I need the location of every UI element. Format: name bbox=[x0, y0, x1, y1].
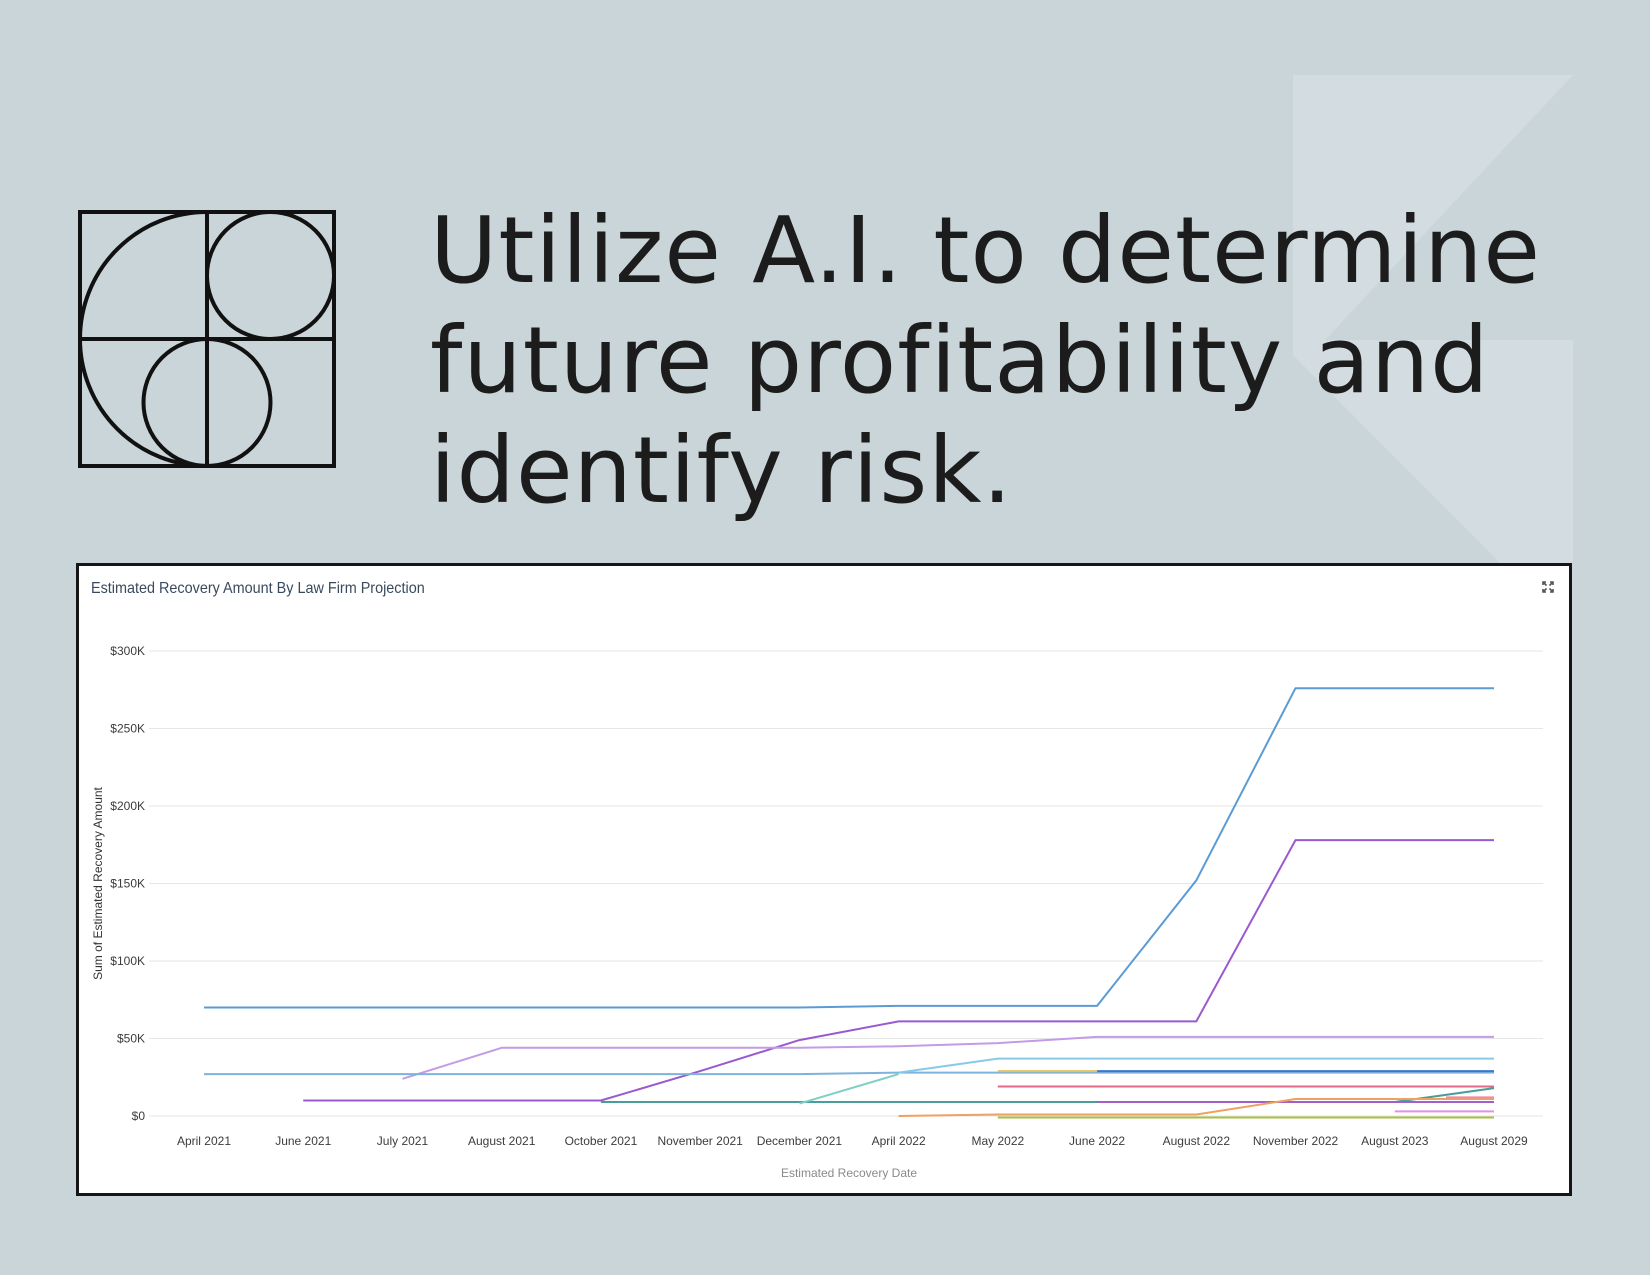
chart-title: Estimated Recovery Amount By Law Firm Pr… bbox=[91, 580, 425, 597]
series-line-4 bbox=[204, 1071, 1494, 1076]
x-tick-label: June 2022 bbox=[1069, 1134, 1125, 1148]
x-tick-label: December 2021 bbox=[757, 1134, 843, 1148]
expand-icon[interactable] bbox=[1541, 580, 1555, 594]
series-line-1 bbox=[204, 687, 1494, 1009]
line-chart: $0 $50K $100K $150K $200K $250K $300K April 202… bbox=[91, 644, 1543, 1180]
x-axis-title: Estimated Recovery Date bbox=[781, 1166, 917, 1180]
y-tick-label: $250K bbox=[110, 722, 145, 736]
chart-card: $0 $50K $100K $150K $200K $250K $300K April 202… bbox=[76, 563, 1572, 1196]
headline-line-1: Utilize A.I. to determine bbox=[430, 197, 1541, 304]
x-tick-label: August 2021 bbox=[468, 1134, 536, 1148]
y-tick-label: $300K bbox=[110, 644, 145, 658]
headline-line-2: future profitability and bbox=[430, 307, 1490, 414]
x-tick-label: August 2029 bbox=[1460, 1134, 1528, 1148]
series-line-12 bbox=[898, 1098, 1494, 1117]
y-tick-label: $0 bbox=[132, 1109, 146, 1123]
x-tick-label: November 2022 bbox=[1253, 1134, 1339, 1148]
x-tick-label: June 2021 bbox=[275, 1134, 331, 1148]
y-axis-title: Sum of Estimated Recovery Amount bbox=[91, 786, 105, 979]
x-tick-label: July 2021 bbox=[377, 1134, 429, 1148]
series-line-7 bbox=[799, 1073, 899, 1105]
y-tick-label: $150K bbox=[110, 877, 145, 891]
geometric-circles-logo-icon bbox=[78, 210, 336, 468]
series-line-5 bbox=[898, 1057, 1494, 1074]
series-line-3 bbox=[402, 1035, 1494, 1080]
y-tick-label: $50K bbox=[117, 1032, 145, 1046]
x-tick-label: August 2023 bbox=[1361, 1134, 1429, 1148]
y-tick-label: $200K bbox=[110, 799, 145, 813]
headline-line-3: identify risk. bbox=[430, 417, 1013, 524]
x-tick-label: October 2021 bbox=[565, 1134, 638, 1148]
x-tick-label: April 2021 bbox=[177, 1134, 231, 1148]
x-tick-label: August 2022 bbox=[1163, 1134, 1231, 1148]
x-tick-label: April 2022 bbox=[872, 1134, 926, 1148]
x-tick-label: May 2022 bbox=[971, 1134, 1024, 1148]
y-tick-label: $100K bbox=[110, 954, 145, 968]
x-tick-label: November 2021 bbox=[657, 1134, 743, 1148]
series-line-2 bbox=[303, 839, 1494, 1102]
headline: Utilize A.I. to determine future profita… bbox=[430, 196, 1580, 526]
